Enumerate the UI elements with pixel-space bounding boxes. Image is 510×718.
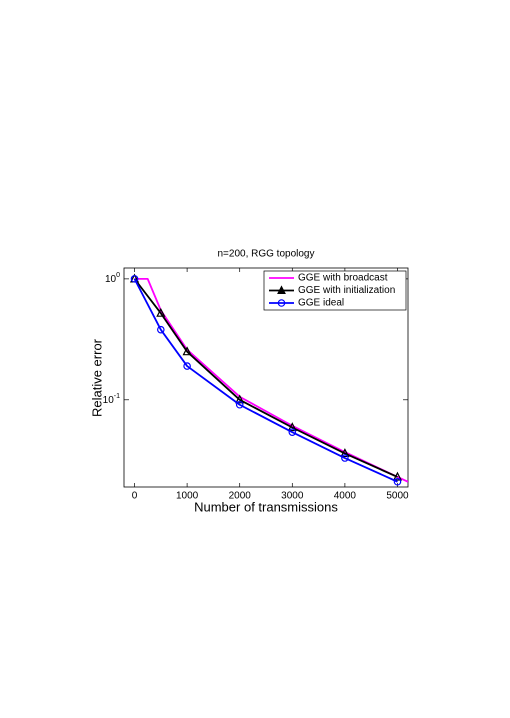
- y-tick-label: 10-1: [103, 393, 120, 406]
- chart-title: n=200, RGG topology: [217, 249, 314, 260]
- marker: [157, 325, 165, 334]
- marker: [287, 422, 297, 432]
- legend-label: GGE with initialization: [298, 285, 395, 296]
- marker: [341, 454, 349, 462]
- x-tick-label: 1000: [176, 491, 199, 502]
- x-tick-label: 4000: [334, 491, 357, 502]
- x-tick-label: 0: [132, 491, 138, 502]
- legend-marker: [277, 285, 286, 294]
- marker: [235, 400, 244, 409]
- series-line: [133, 278, 398, 483]
- y-axis-label: Relative error: [89, 338, 104, 417]
- marker: [235, 394, 245, 404]
- legend-label: GGE ideal: [298, 298, 344, 309]
- marker: [182, 346, 192, 356]
- legend-marker: [277, 299, 286, 307]
- marker: [392, 471, 403, 481]
- y-tick-label: 100: [105, 272, 120, 285]
- marker: [393, 477, 402, 486]
- series-line: [133, 278, 398, 478]
- marker: [288, 428, 297, 436]
- marker: [183, 362, 191, 370]
- x-tick-label: 5000: [386, 491, 409, 502]
- x-tick-label: 2000: [229, 491, 252, 502]
- x-tick-label: 3000: [281, 491, 304, 502]
- legend-label: GGE with broadcast: [298, 273, 388, 284]
- marker: [130, 275, 139, 283]
- x-axis-label: Number of transmissions: [194, 499, 338, 514]
- marker: [340, 448, 350, 458]
- marker: [156, 307, 166, 317]
